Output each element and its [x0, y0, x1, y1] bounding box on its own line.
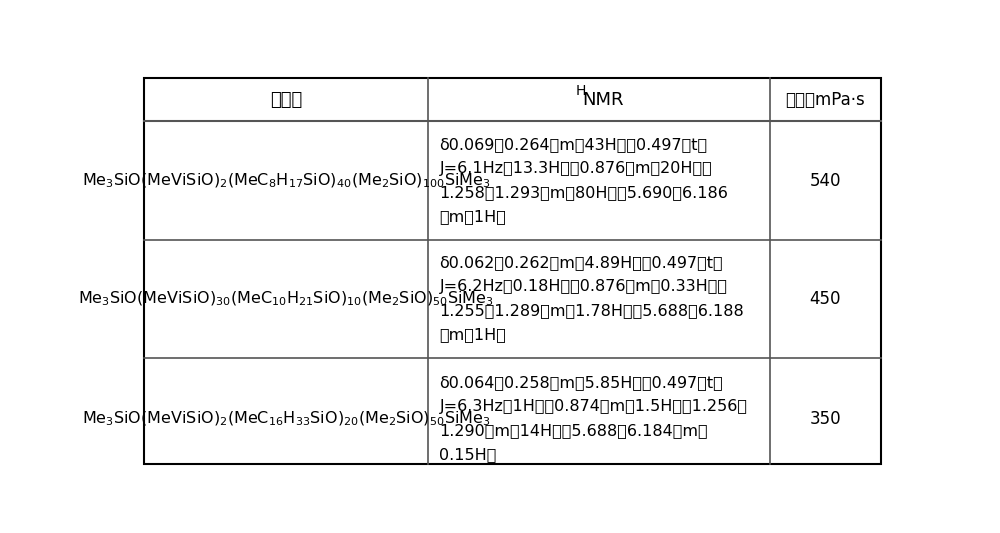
- Text: Me$_{3}$SiO(MeViSiO)$_{2}$(MeC$_{16}$H$_{33}$SiO)$_{20}$(Me$_{2}$SiO)$_{50}$SiMe: Me$_{3}$SiO(MeViSiO)$_{2}$(MeC$_{16}$H$_…: [82, 409, 490, 428]
- Text: δ0.069～0.264（m，43H），0.497（t，: δ0.069～0.264（m，43H），0.497（t，: [439, 138, 708, 152]
- Text: J=6.2Hz，0.18H），0.876（m，0.33H），: J=6.2Hz，0.18H），0.876（m，0.33H），: [439, 279, 727, 294]
- Text: 540: 540: [810, 172, 841, 190]
- Text: NMR: NMR: [582, 91, 624, 109]
- Text: δ0.062～0.262（m，4.89H），0.497（t，: δ0.062～0.262（m，4.89H），0.497（t，: [439, 255, 723, 271]
- Text: J=6.1Hz，13.3H），0.876（m，20H），: J=6.1Hz，13.3H），0.876（m，20H），: [439, 161, 712, 176]
- Text: 1.258～1.293（m，80H），5.690～6.186: 1.258～1.293（m，80H），5.690～6.186: [439, 185, 728, 200]
- Text: 1.255～1.289（m，1.78H），5.688～6.188: 1.255～1.289（m，1.78H），5.688～6.188: [439, 303, 744, 318]
- Text: H: H: [576, 84, 586, 98]
- Text: 粘度，mPa·s: 粘度，mPa·s: [786, 91, 865, 109]
- Text: J=6.3Hz，1H），0.874（m，1.5H），1.256～: J=6.3Hz，1H），0.874（m，1.5H），1.256～: [439, 399, 747, 414]
- Text: 1.290（m，14H），5.688～6.184（m，: 1.290（m，14H），5.688～6.184（m，: [439, 423, 708, 438]
- Text: Me$_{3}$SiO(MeViSiO)$_{30}$(MeC$_{10}$H$_{21}$SiO)$_{10}$(Me$_{2}$SiO)$_{50}$SiM: Me$_{3}$SiO(MeViSiO)$_{30}$(MeC$_{10}$H$…: [78, 289, 494, 308]
- Text: 0.15H）: 0.15H）: [439, 447, 497, 462]
- Text: δ0.064～0.258（m，5.85H），0.497（t，: δ0.064～0.258（m，5.85H），0.497（t，: [439, 376, 723, 391]
- Text: （m，1H）: （m，1H）: [439, 209, 506, 224]
- Text: 350: 350: [810, 410, 841, 428]
- Text: Me$_{3}$SiO(MeViSiO)$_{2}$(MeC$_{8}$H$_{17}$SiO)$_{40}$(Me$_{2}$SiO)$_{100}$SiMe: Me$_{3}$SiO(MeViSiO)$_{2}$(MeC$_{8}$H$_{…: [82, 171, 490, 190]
- Text: 化合物: 化合物: [270, 91, 302, 109]
- Text: 450: 450: [810, 290, 841, 308]
- Text: （m，1H）: （m，1H）: [439, 327, 506, 342]
